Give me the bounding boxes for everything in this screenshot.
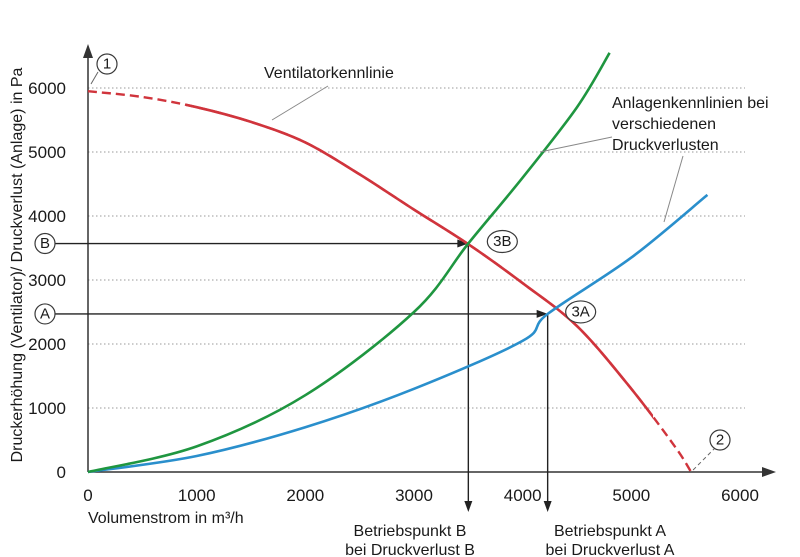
leader-system-b — [539, 136, 613, 153]
grid-lines — [88, 87, 745, 409]
y-tick-label-0: 0 — [57, 463, 66, 482]
marker-a: A — [40, 305, 50, 322]
x-tick-label-3000: 3000 — [395, 486, 433, 505]
marker-3b-circle — [486, 229, 518, 254]
label-fan-curve: Ventilatorkennlinie — [264, 65, 394, 82]
leader-1 — [90, 71, 99, 85]
label-system-curves-line-1: Anlagenkennlinien bei — [612, 95, 769, 112]
marker-a-circle — [34, 303, 56, 325]
label-system-curves-line-2: verschiedenen — [612, 116, 716, 133]
curves — [87, 52, 709, 474]
annotations: 1 2 3B 3A B A Ventilatorkennlinie Anlagenkennli… — [34, 53, 769, 557]
curve-fan-dashed — [87, 90, 693, 473]
curve-anlagenkennlinie-a — [87, 193, 709, 474]
caption-operating-point-b-line-2: bei Druckverlust B — [345, 542, 475, 557]
y-axis-label: Druckerhöhung (Ventilator)/ Druckverlust… — [9, 67, 26, 462]
guide-b-horizontal-arrow-icon — [457, 239, 469, 248]
leader-fan-curve — [271, 85, 329, 121]
marker-3a: 3A — [571, 303, 589, 320]
caption-operating-point-a-line-1: Betriebspunkt A — [554, 523, 666, 540]
y-tick-label-5000: 5000 — [28, 143, 66, 162]
y-tick-label-4000: 4000 — [28, 207, 66, 226]
operating-point-guides — [53, 239, 552, 512]
leader-system-a — [663, 155, 684, 223]
y-tick-label-6000: 6000 — [28, 79, 66, 98]
marker-2-circle — [709, 429, 731, 451]
guide-b-vertical-arrow-icon — [464, 501, 473, 512]
x-axis-arrow-icon — [762, 467, 776, 477]
marker-b-circle — [34, 232, 56, 255]
caption-operating-point-a-line-2: bei Druckverlust A — [546, 542, 675, 557]
guide-a-vertical-arrow-icon — [543, 501, 552, 512]
x-tick-label-4000: 4000 — [504, 486, 542, 505]
label-system-curves-line-3: Druckverlusten — [612, 137, 719, 154]
marker-3b: 3B — [493, 233, 511, 250]
x-axis-label: Volumenstrom in m³/h — [88, 510, 244, 527]
curve-anlagenkennlinie-b — [87, 52, 611, 474]
y-tick-label-1000: 1000 — [28, 399, 66, 418]
leader-2 — [692, 446, 717, 471]
x-tick-label-2000: 2000 — [286, 486, 324, 505]
y-tick-label-2000: 2000 — [28, 335, 66, 354]
x-tick-label-1000: 1000 — [178, 486, 216, 505]
axes — [83, 44, 776, 477]
marker-1: 1 — [103, 56, 111, 73]
x-tick-label-5000: 5000 — [612, 486, 650, 505]
tick-labels: 0 1000 2000 3000 4000 5000 6000 0 1000 2000 3000 40… — [28, 79, 759, 505]
marker-3a-circle — [565, 300, 597, 324]
x-tick-label-6000: 6000 — [721, 486, 759, 505]
curve-fan — [185, 103, 654, 419]
y-tick-label-3000: 3000 — [28, 271, 66, 290]
marker-b: B — [40, 235, 50, 252]
marker-1-circle — [96, 53, 118, 75]
x-tick-label-0: 0 — [83, 486, 92, 505]
caption-operating-point-b-line-1: Betriebspunkt B — [354, 523, 467, 540]
guide-a-horizontal-arrow-icon — [536, 309, 548, 318]
y-axis-arrow-icon — [83, 44, 93, 58]
marker-2: 2 — [716, 432, 724, 449]
